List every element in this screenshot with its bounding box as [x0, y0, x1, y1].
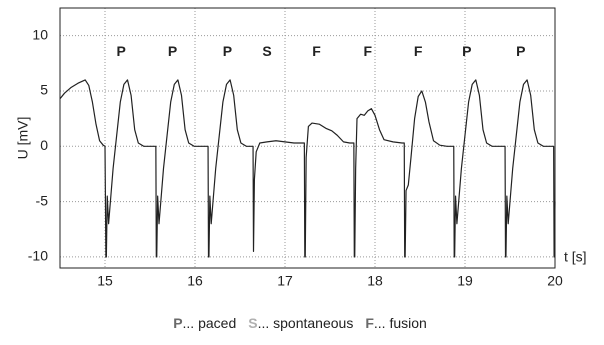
legend: P... paced S... spontaneous F... fusion [173, 315, 427, 331]
x-tick-label: 17 [277, 273, 293, 289]
annotation: P [117, 43, 126, 59]
y-tick-label: -10 [28, 248, 48, 264]
data-line [59, 79, 556, 258]
legend-letter: P [173, 315, 182, 331]
x-tick-label: 20 [547, 273, 563, 289]
legend-letter: F [365, 315, 374, 331]
annotation: F [312, 43, 321, 59]
annotation: P [462, 43, 471, 59]
annotation: P [516, 43, 525, 59]
y-tick-label: -5 [36, 192, 49, 208]
annotation: S [262, 43, 271, 59]
legend-letter: S [248, 315, 257, 331]
annotation: P [223, 43, 232, 59]
annotation: F [364, 43, 373, 59]
y-tick-label: 5 [40, 82, 48, 98]
plot-frame [59, 7, 556, 269]
y-tick-label: 0 [40, 137, 48, 153]
annotation: F [414, 43, 423, 59]
legend-text: ... fusion [374, 315, 427, 331]
x-tick-label: 16 [187, 273, 203, 289]
x-tick-label: 15 [97, 273, 113, 289]
y-tick-label: 10 [32, 26, 48, 42]
legend-text: ... spontaneous [258, 315, 354, 331]
y-axis-label: U [mV] [15, 117, 31, 160]
x-tick-label: 19 [457, 273, 473, 289]
x-tick-label: 18 [367, 273, 383, 289]
x-axis-label: t [s] [564, 249, 587, 265]
legend-text: ... paced [183, 315, 237, 331]
annotation: P [168, 43, 177, 59]
